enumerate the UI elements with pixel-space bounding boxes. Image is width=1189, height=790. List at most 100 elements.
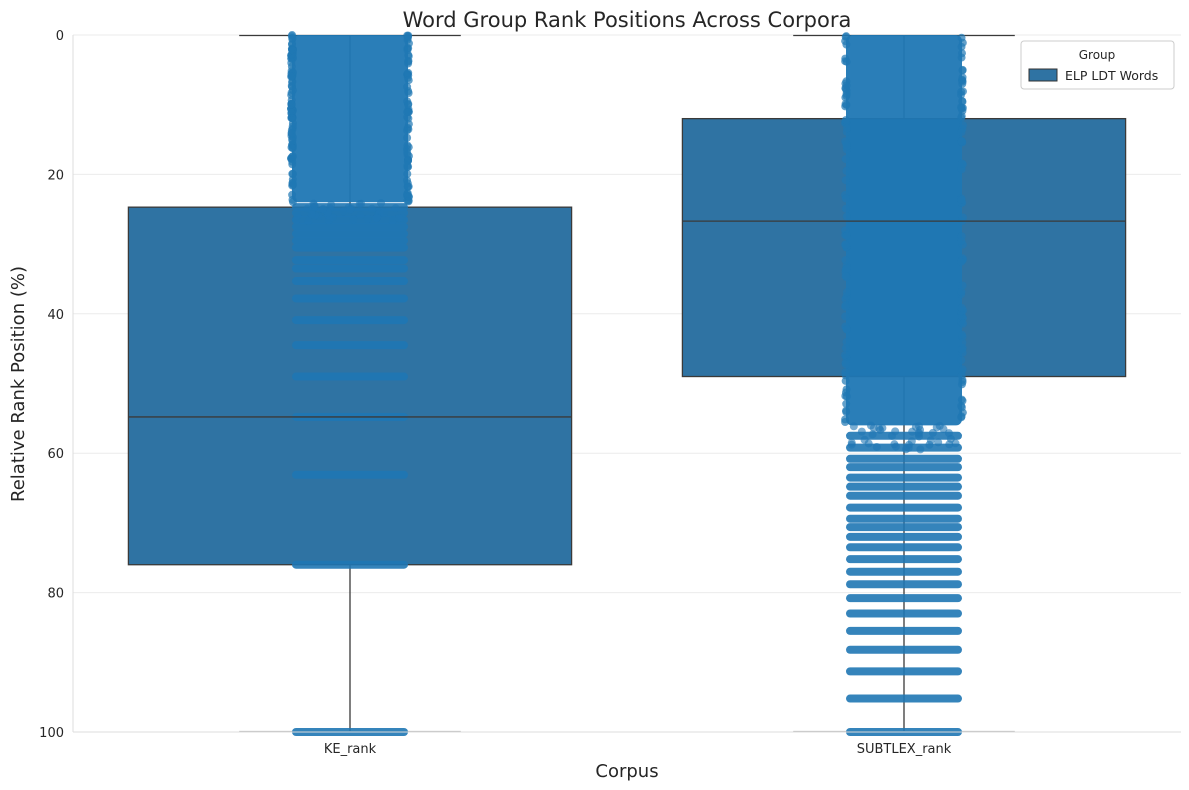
strip-point [288, 136, 297, 145]
strip-point [957, 287, 966, 296]
strip-point [287, 88, 296, 97]
strip-point-row [292, 243, 408, 252]
x-tick-labels: KE_rank SUBTLEX_rank [324, 742, 952, 757]
strip-point [841, 312, 850, 321]
strip-point [908, 427, 917, 436]
strip-point [288, 46, 297, 55]
strip-point [356, 211, 365, 220]
y-tick-label: 20 [47, 168, 64, 183]
y-tick-label: 40 [47, 308, 64, 323]
strip-point [957, 413, 966, 422]
strip-point [841, 116, 850, 125]
strip-point [842, 32, 851, 41]
strip-point [842, 166, 851, 175]
strip-point-row [292, 341, 408, 350]
strip-point [288, 190, 297, 199]
strip-point-row [292, 222, 408, 231]
strip-point [957, 257, 966, 266]
strip-point [841, 360, 850, 369]
strip-point-row [846, 567, 962, 576]
strip-point-row [846, 667, 962, 676]
strip-point-row [846, 514, 962, 523]
strip-point [842, 124, 851, 133]
strip-point [319, 205, 328, 214]
strip-point [349, 215, 358, 224]
strip-point [288, 152, 297, 161]
strip-point-row [292, 264, 408, 273]
strip-point [958, 38, 967, 47]
strip-point-row [846, 532, 962, 541]
legend-swatch [1028, 68, 1058, 82]
strip-point-row [846, 454, 962, 463]
strip-point [957, 49, 966, 58]
strip-point [842, 264, 851, 273]
strip-point [303, 204, 312, 213]
strip-point [307, 210, 316, 219]
strip-point [346, 205, 355, 214]
strip-point [841, 368, 850, 377]
strip-point [842, 288, 851, 297]
y-tick-label: 0 [56, 29, 64, 44]
strip-point-row [292, 372, 408, 381]
strip-point [860, 435, 869, 444]
strip-point [957, 380, 966, 389]
strip-point [287, 114, 296, 123]
strip-point-row [292, 560, 408, 569]
strip-point [957, 371, 966, 380]
strip-point [841, 302, 850, 311]
strip-point [957, 403, 966, 412]
strip-point [288, 78, 297, 87]
strip-point [891, 442, 900, 451]
strip-point [957, 104, 966, 113]
strip-point [841, 415, 850, 424]
strip-point [876, 426, 885, 435]
strip-point [957, 137, 966, 146]
strip-point [958, 365, 967, 374]
strip-dense-band [292, 35, 408, 203]
strip-point-row [846, 473, 962, 482]
x-tick-label: SUBTLEX_rank [857, 742, 952, 757]
strip-point [842, 337, 851, 346]
strip-point [841, 240, 850, 249]
strip-point [309, 199, 318, 208]
strip-point [842, 232, 851, 241]
strip-point-row [846, 482, 962, 491]
strip-point-row [846, 645, 962, 654]
strip-point-row [846, 555, 962, 564]
strip-point [403, 161, 412, 170]
strip-point [287, 100, 296, 109]
strip-point [891, 427, 900, 436]
strip-point [403, 133, 412, 142]
strip-point [958, 396, 967, 405]
strip-point-row [292, 294, 408, 303]
strip-point-row [846, 523, 962, 532]
strip-point [842, 406, 851, 415]
legend-title: Group [1079, 48, 1116, 62]
strip-point [958, 281, 967, 290]
strip-point [395, 214, 404, 223]
strip-point [841, 176, 850, 185]
strip-point [944, 429, 953, 438]
strip-point [841, 272, 850, 281]
strip-point [872, 442, 881, 451]
strip-point [288, 179, 297, 188]
strip-point [958, 319, 967, 328]
strip-point [842, 81, 851, 90]
strip-point [403, 169, 412, 178]
strip-point-row [846, 543, 962, 552]
strip-point-row [846, 694, 962, 703]
strip-point [403, 97, 412, 106]
strip-point [934, 438, 943, 447]
strip-point [957, 330, 966, 339]
axes [72, 35, 1181, 733]
y-tick-labels: 0 20 40 60 80 100 [39, 29, 64, 741]
strip-point-row [292, 229, 408, 238]
strip-point-row [846, 594, 962, 603]
strip-point [842, 325, 851, 334]
strip-point [928, 428, 937, 437]
strip-point [404, 182, 413, 191]
y-tick-label: 80 [47, 587, 64, 602]
strip-point [357, 199, 366, 208]
strip-dense-band [846, 35, 962, 426]
strip-point [380, 208, 389, 217]
